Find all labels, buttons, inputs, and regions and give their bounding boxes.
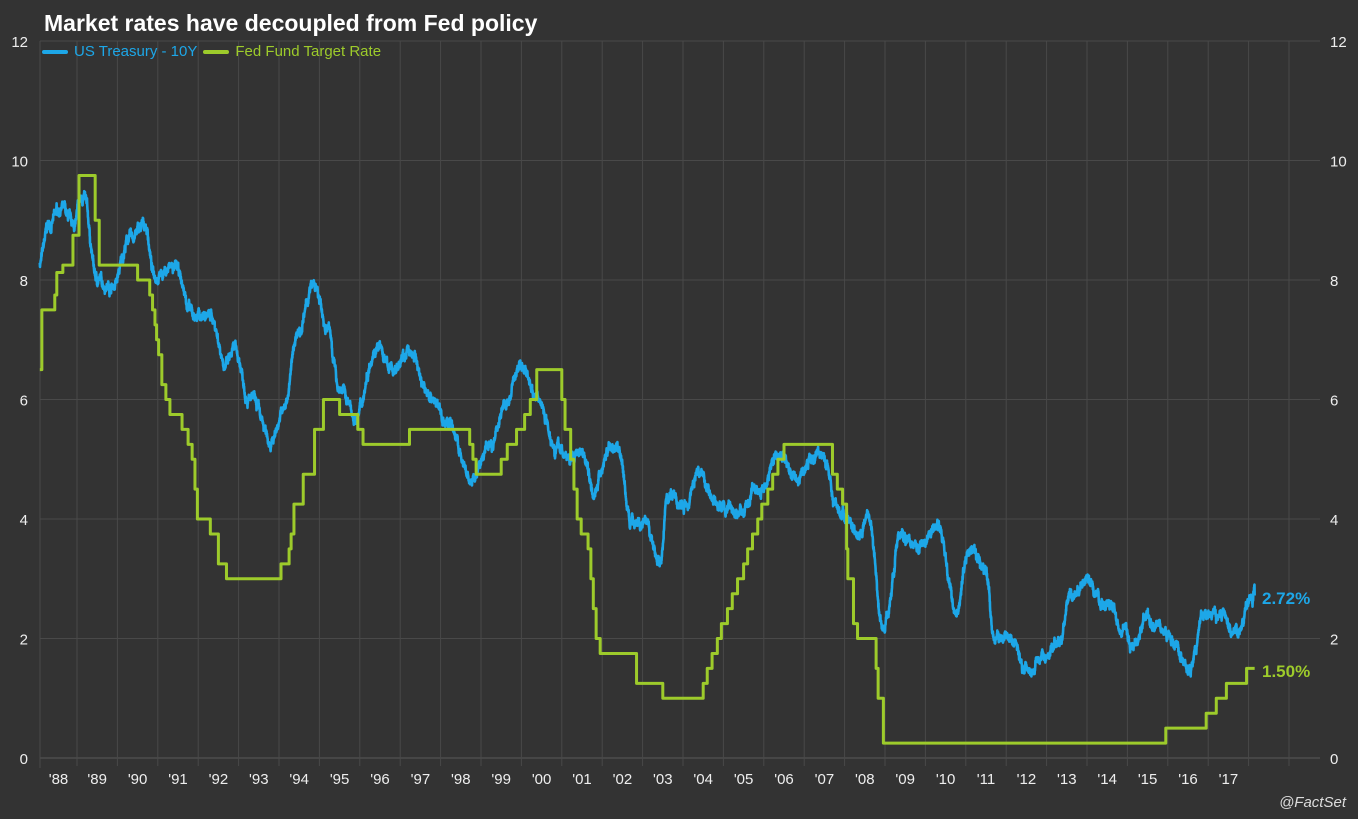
y-tick-label-left: 6 bbox=[20, 393, 28, 410]
fed-funds-line bbox=[39, 173, 1255, 745]
y-tick-label-right: 10 bbox=[1330, 154, 1347, 171]
y-tick-label-left: 10 bbox=[11, 154, 28, 171]
x-tick-label: '16 bbox=[1178, 771, 1198, 788]
legend-label-treasury: US Treasury - 10Y bbox=[74, 43, 198, 60]
x-axis: '88 '89 '90 '91 '92 '93 '94 '95 '96 '97 '98 '99 '00 '… bbox=[49, 771, 1238, 788]
treasury-10y-line bbox=[38, 189, 1256, 678]
series-lines bbox=[38, 173, 1256, 745]
x-tick-label: '09 bbox=[895, 771, 915, 788]
x-tick-label: '10 bbox=[936, 771, 956, 788]
y-tick-label-left: 0 bbox=[20, 751, 28, 768]
x-tick-label: '94 bbox=[289, 771, 309, 788]
x-tick-label: '02 bbox=[613, 771, 633, 788]
x-tick-label: '12 bbox=[1017, 771, 1037, 788]
legend-swatch-fed bbox=[203, 49, 230, 54]
legend-label-fed: Fed Fund Target Rate bbox=[235, 43, 382, 60]
x-tick-label: '89 bbox=[87, 771, 107, 788]
y-tick-label-right: 6 bbox=[1330, 393, 1338, 410]
y-axis-right: 0 2 4 6 8 10 12 bbox=[1330, 34, 1347, 768]
end-label-treasury: 2.72% bbox=[1262, 589, 1311, 608]
x-tick-label: '97 bbox=[411, 771, 431, 788]
y-tick-label-left: 4 bbox=[20, 512, 28, 529]
x-tick-label: '11 bbox=[977, 771, 995, 788]
y-tick-label-right: 4 bbox=[1330, 512, 1338, 529]
x-tick-label: '91 bbox=[168, 771, 188, 788]
x-tick-label: '07 bbox=[815, 771, 835, 788]
x-tick-label: '14 bbox=[1097, 771, 1117, 788]
x-tick-label: '99 bbox=[491, 771, 511, 788]
x-tick-label: '90 bbox=[128, 771, 148, 788]
x-tick-label: '93 bbox=[249, 771, 269, 788]
legend-item-fed: Fed Fund Target Rate bbox=[203, 43, 381, 60]
y-tick-label-right: 0 bbox=[1330, 751, 1338, 768]
x-tick-label: '17 bbox=[1219, 771, 1239, 788]
end-label-fed: 1.50% bbox=[1262, 662, 1311, 681]
x-tick-label: '00 bbox=[532, 771, 552, 788]
y-tick-label-right: 2 bbox=[1330, 632, 1338, 649]
x-tick-label: '96 bbox=[370, 771, 390, 788]
y-axis-left: 0 2 4 6 8 10 12 bbox=[11, 34, 28, 768]
x-tick-label: '88 bbox=[49, 771, 69, 788]
x-tick-label: '95 bbox=[330, 771, 350, 788]
y-tick-label-right: 12 bbox=[1330, 34, 1347, 51]
x-tick-label: '13 bbox=[1057, 771, 1077, 788]
x-tick-label: '92 bbox=[209, 771, 229, 788]
x-tick-label: '04 bbox=[693, 771, 713, 788]
y-tick-label-left: 2 bbox=[20, 632, 28, 649]
legend: US Treasury - 10Y Fed Fund Target Rate bbox=[42, 43, 387, 60]
x-tick-label: '01 bbox=[572, 771, 592, 788]
grid bbox=[39, 40, 1320, 768]
legend-swatch-treasury bbox=[42, 49, 68, 54]
y-tick-label-left: 8 bbox=[20, 273, 28, 290]
x-tick-label: '03 bbox=[653, 771, 673, 788]
chart-title: Market rates have decoupled from Fed pol… bbox=[44, 10, 538, 36]
x-tick-label: '06 bbox=[774, 771, 794, 788]
y-tick-label-right: 8 bbox=[1330, 273, 1338, 290]
source-label: @FactSet bbox=[1279, 794, 1346, 811]
legend-item-treasury: US Treasury - 10Y bbox=[42, 43, 197, 60]
x-tick-label: '08 bbox=[855, 771, 875, 788]
y-tick-label-left: 12 bbox=[11, 34, 28, 51]
x-tick-label: '05 bbox=[734, 771, 754, 788]
x-tick-label: '15 bbox=[1138, 771, 1158, 788]
x-tick-label: '98 bbox=[451, 771, 471, 788]
